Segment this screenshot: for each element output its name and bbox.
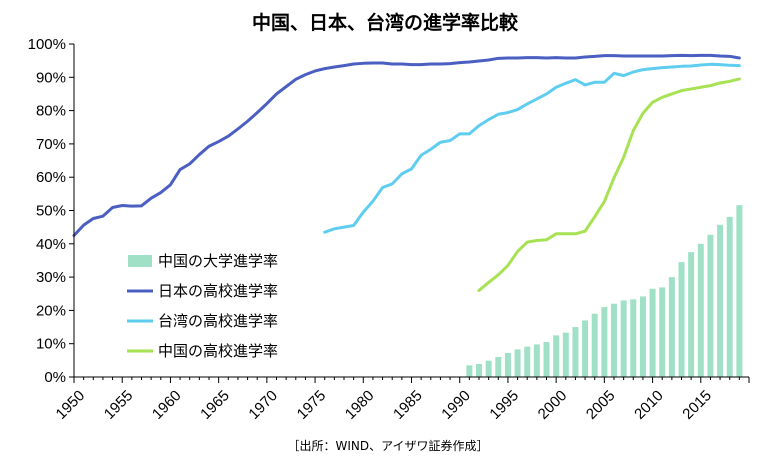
x-tick-label: 1995 <box>486 387 522 423</box>
series-line-2 <box>323 62 741 234</box>
bar-0-2017 <box>717 224 724 377</box>
bar-0-1992 <box>476 364 482 377</box>
bar-0-2007 <box>620 300 627 377</box>
bar-0-2005 <box>601 307 608 377</box>
x-tick-label: 1955 <box>101 387 137 423</box>
x-tick-label: 1960 <box>149 387 185 423</box>
chart-title: 中国、日本、台湾の進学率比較 <box>252 11 519 34</box>
y-tick-label: 30% <box>36 269 66 286</box>
series-line-1 <box>72 53 741 237</box>
x-tick-label: 1950 <box>53 387 89 423</box>
bar-0-2010 <box>649 288 656 377</box>
x-tick-label: 2005 <box>583 387 619 423</box>
bar-0-1991 <box>466 365 473 377</box>
legend-label-1: 日本の高校進学率 <box>158 282 278 300</box>
x-tick-label: 1975 <box>294 387 330 423</box>
bar-0-1995 <box>504 353 511 377</box>
y-tick-label: 50% <box>36 203 66 220</box>
bar-0-2000 <box>553 335 560 378</box>
lines-layer <box>72 53 741 292</box>
y-tick-label: 70% <box>36 136 66 153</box>
x-tick-label: 1980 <box>342 387 378 423</box>
series-line-3 <box>477 77 741 292</box>
legend-label-0: 中国の大学進学率 <box>158 252 278 270</box>
y-tick-label: 40% <box>36 236 66 253</box>
bars-layer <box>466 205 743 378</box>
y-tick-label: 10% <box>36 336 66 353</box>
bar-0-1997 <box>524 346 531 377</box>
bar-0-1994 <box>495 357 502 377</box>
x-tick-label: 1965 <box>197 387 233 423</box>
y-tick-label: 0% <box>44 369 66 386</box>
bar-0-2009 <box>639 296 646 377</box>
y-tick-label: 80% <box>36 103 66 120</box>
bar-0-2001 <box>562 332 569 377</box>
bar-0-2013 <box>678 262 685 377</box>
y-tick-label: 20% <box>36 302 66 319</box>
x-tick-label: 1970 <box>245 387 281 423</box>
y-tick-label: 100% <box>28 36 66 53</box>
bar-0-2003 <box>582 320 589 377</box>
bar-0-2014 <box>688 252 695 378</box>
bar-0-2011 <box>659 287 666 377</box>
bar-0-2004 <box>591 313 598 377</box>
bar-0-2008 <box>630 299 637 377</box>
x-tick-label: 2010 <box>631 387 667 423</box>
bar-0-2012 <box>668 277 675 377</box>
bar-0-2002 <box>572 327 579 377</box>
x-tick-label: 2015 <box>679 387 715 423</box>
bar-0-2015 <box>697 243 704 377</box>
y-tick-label: 90% <box>36 69 66 86</box>
bar-0-2019 <box>736 205 743 377</box>
bar-0-2006 <box>611 303 617 377</box>
bar-0-1993 <box>485 360 492 377</box>
x-tick-label: 1985 <box>390 387 426 423</box>
x-tick-label: 1990 <box>438 387 474 423</box>
legend-swatch-0 <box>128 255 152 267</box>
source-note: ［出所：WIND、アイザワ証券作成］ <box>287 438 488 453</box>
y-tick-label: 60% <box>36 169 66 186</box>
bar-0-1999 <box>543 342 550 377</box>
bar-0-1996 <box>514 349 521 377</box>
legend-label-2: 台湾の高校進学率 <box>158 312 278 330</box>
bar-0-1998 <box>533 344 540 377</box>
x-tick-label: 2000 <box>535 387 571 423</box>
bar-0-2016 <box>707 234 714 377</box>
bar-0-2018 <box>726 216 733 377</box>
legend-label-3: 中国の高校進学率 <box>158 342 278 360</box>
